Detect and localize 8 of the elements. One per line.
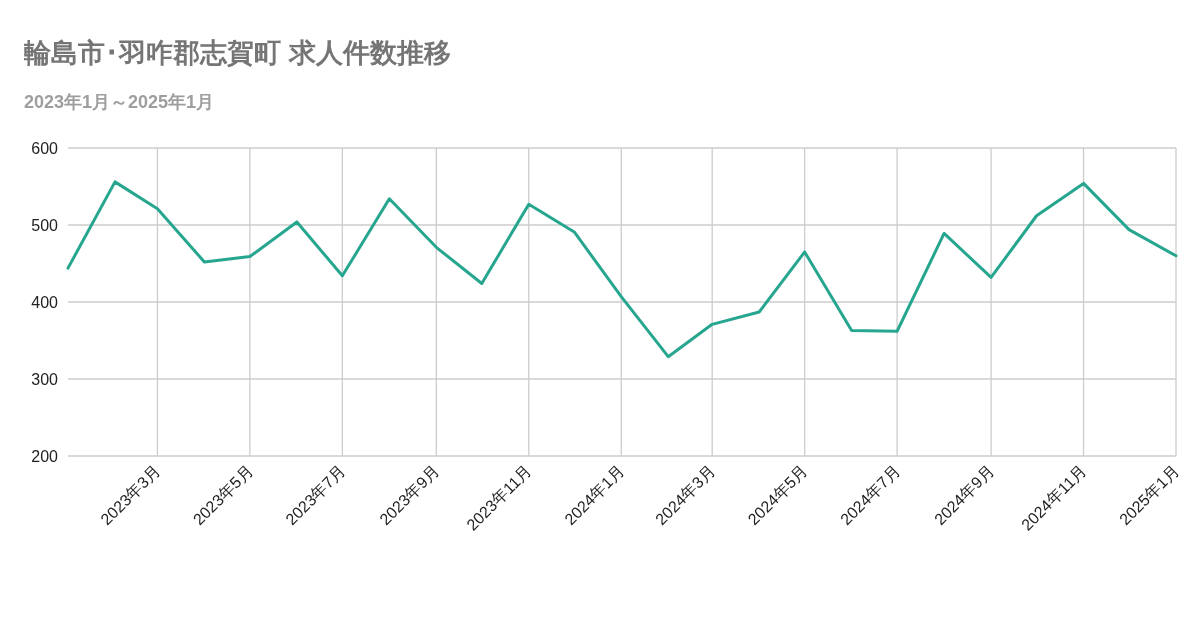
chart-subtitle: 2023年1月～2025年1月 <box>24 92 215 112</box>
y-tick-label: 300 <box>31 371 59 388</box>
line-series <box>66 180 1178 359</box>
chart-title: 輪島市･羽咋郡志賀町 求人件数推移 <box>23 38 451 68</box>
y-tick-label: 500 <box>31 217 59 234</box>
y-tick-label: 400 <box>31 294 59 311</box>
y-tick-label: 200 <box>31 448 59 465</box>
y-tick-label: 600 <box>31 140 59 157</box>
